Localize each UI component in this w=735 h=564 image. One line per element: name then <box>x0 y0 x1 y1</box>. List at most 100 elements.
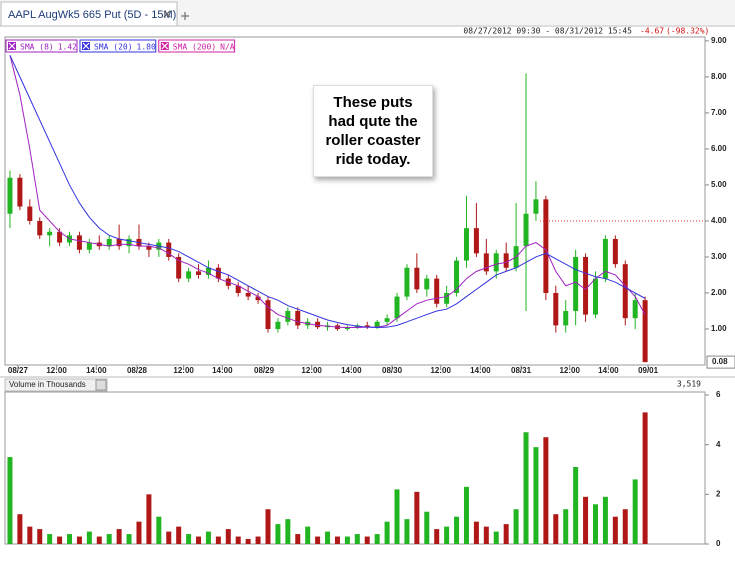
volume-bar <box>126 534 132 544</box>
volume-bar <box>186 534 192 544</box>
x-tick-label: 12:00 <box>173 366 194 375</box>
x-tick-label: 08/29 <box>254 366 275 375</box>
candle-body <box>642 300 648 363</box>
candle-body <box>265 300 271 329</box>
volume-bar <box>295 534 301 544</box>
volume-bar <box>275 524 281 544</box>
candle-body <box>176 256 182 279</box>
candle-body <box>37 220 43 236</box>
y-tick-label: 3.00 <box>711 252 727 261</box>
y-tick-label: 8.00 <box>711 72 727 81</box>
volume-bar <box>235 536 241 544</box>
candle-body <box>592 278 598 315</box>
x-tick-label: 14:00 <box>212 366 233 375</box>
legend-x <box>82 42 90 50</box>
volume-bar <box>37 529 43 544</box>
price-plot-frame <box>4 36 706 366</box>
volume-bar <box>473 521 479 544</box>
candle-body <box>483 253 489 272</box>
volume-bar <box>543 437 549 544</box>
candle-body <box>444 292 450 304</box>
volume-bar <box>553 514 559 544</box>
legend-value: N/A <box>220 42 235 51</box>
volume-bar <box>96 536 102 544</box>
candle-body <box>295 310 301 326</box>
volume-bar <box>334 536 340 544</box>
x-tick-label: 14:00 <box>470 366 491 375</box>
candle-body <box>57 231 63 243</box>
x-tick-label: 08/27 <box>8 366 29 375</box>
legend-name: SMA (8) <box>20 42 54 51</box>
candle-body <box>17 177 23 207</box>
volume-bar <box>612 516 618 544</box>
tab-close[interactable] <box>163 10 171 18</box>
volume-bar <box>27 526 33 544</box>
volume-bar <box>344 536 350 544</box>
y-tick-label: 0 <box>716 539 721 548</box>
candle-body <box>186 271 192 279</box>
volume-bar <box>67 534 73 544</box>
legend-item: SMA (200) N/A <box>158 39 236 53</box>
x-tick-label: 14:00 <box>341 366 362 375</box>
candle-body <box>86 242 92 250</box>
volume-bar <box>285 519 291 544</box>
legend-box <box>5 39 78 53</box>
volume-bar <box>602 496 608 544</box>
candle-body <box>384 318 390 322</box>
candle-body <box>106 238 112 247</box>
candle-body <box>493 253 499 272</box>
volume-bar <box>116 529 122 544</box>
candle-body <box>76 235 82 250</box>
volume-bar <box>215 536 221 544</box>
volume-bar <box>592 504 598 544</box>
candle-body <box>463 228 469 261</box>
last-price-box <box>706 355 735 369</box>
candle-body <box>583 256 589 315</box>
candle-body <box>573 256 579 311</box>
legend-label: SMA (8) 1.42 <box>20 42 77 51</box>
volume-bar <box>106 534 112 544</box>
volume-bar <box>354 534 360 544</box>
volume-bar <box>265 509 271 544</box>
volume-bar <box>384 521 390 544</box>
add-tab[interactable] <box>181 12 189 20</box>
volume-bar <box>404 519 410 544</box>
legend-item: SMA (8) 1.42 <box>5 39 78 53</box>
tab-title: AAPL AugWk5 665 Put (5D - 15M) <box>8 9 176 21</box>
volume-bar <box>245 539 251 544</box>
volume-close[interactable] <box>95 379 107 391</box>
legend-box <box>79 39 157 53</box>
volume-bar <box>483 526 489 544</box>
volume-bar <box>136 521 142 544</box>
legend-name: SMA (200) <box>173 42 216 51</box>
candle-body <box>215 267 221 279</box>
x-tick-label: 09/01 <box>638 366 659 375</box>
candle-body <box>533 199 539 214</box>
volume-bar <box>166 531 172 544</box>
volume-bar <box>463 486 469 544</box>
candle-body <box>7 177 13 214</box>
volume-bar <box>86 531 92 544</box>
y-tick-label: 1.00 <box>711 324 727 333</box>
volume-bar <box>563 509 569 544</box>
candle-body <box>424 278 430 290</box>
tab[interactable] <box>0 1 178 27</box>
y-tick-label: 4 <box>716 440 721 449</box>
volume-bar <box>156 516 162 544</box>
candle-body <box>612 238 618 265</box>
x-tick-label: 12:00 <box>430 366 451 375</box>
candle-body <box>47 231 53 236</box>
candle-body <box>285 310 291 322</box>
legend-x <box>8 42 16 50</box>
last-price: 0.08 <box>712 357 728 366</box>
candle-body <box>315 321 321 328</box>
volume-bar <box>583 496 589 544</box>
candle-body <box>503 253 509 268</box>
candle-body <box>414 267 420 290</box>
candle-body <box>602 238 608 279</box>
volume-bar <box>176 526 182 544</box>
candle-body <box>275 321 281 329</box>
x-tick-label: 14:00 <box>598 366 619 375</box>
x-tick-label: 08/30 <box>382 366 403 375</box>
